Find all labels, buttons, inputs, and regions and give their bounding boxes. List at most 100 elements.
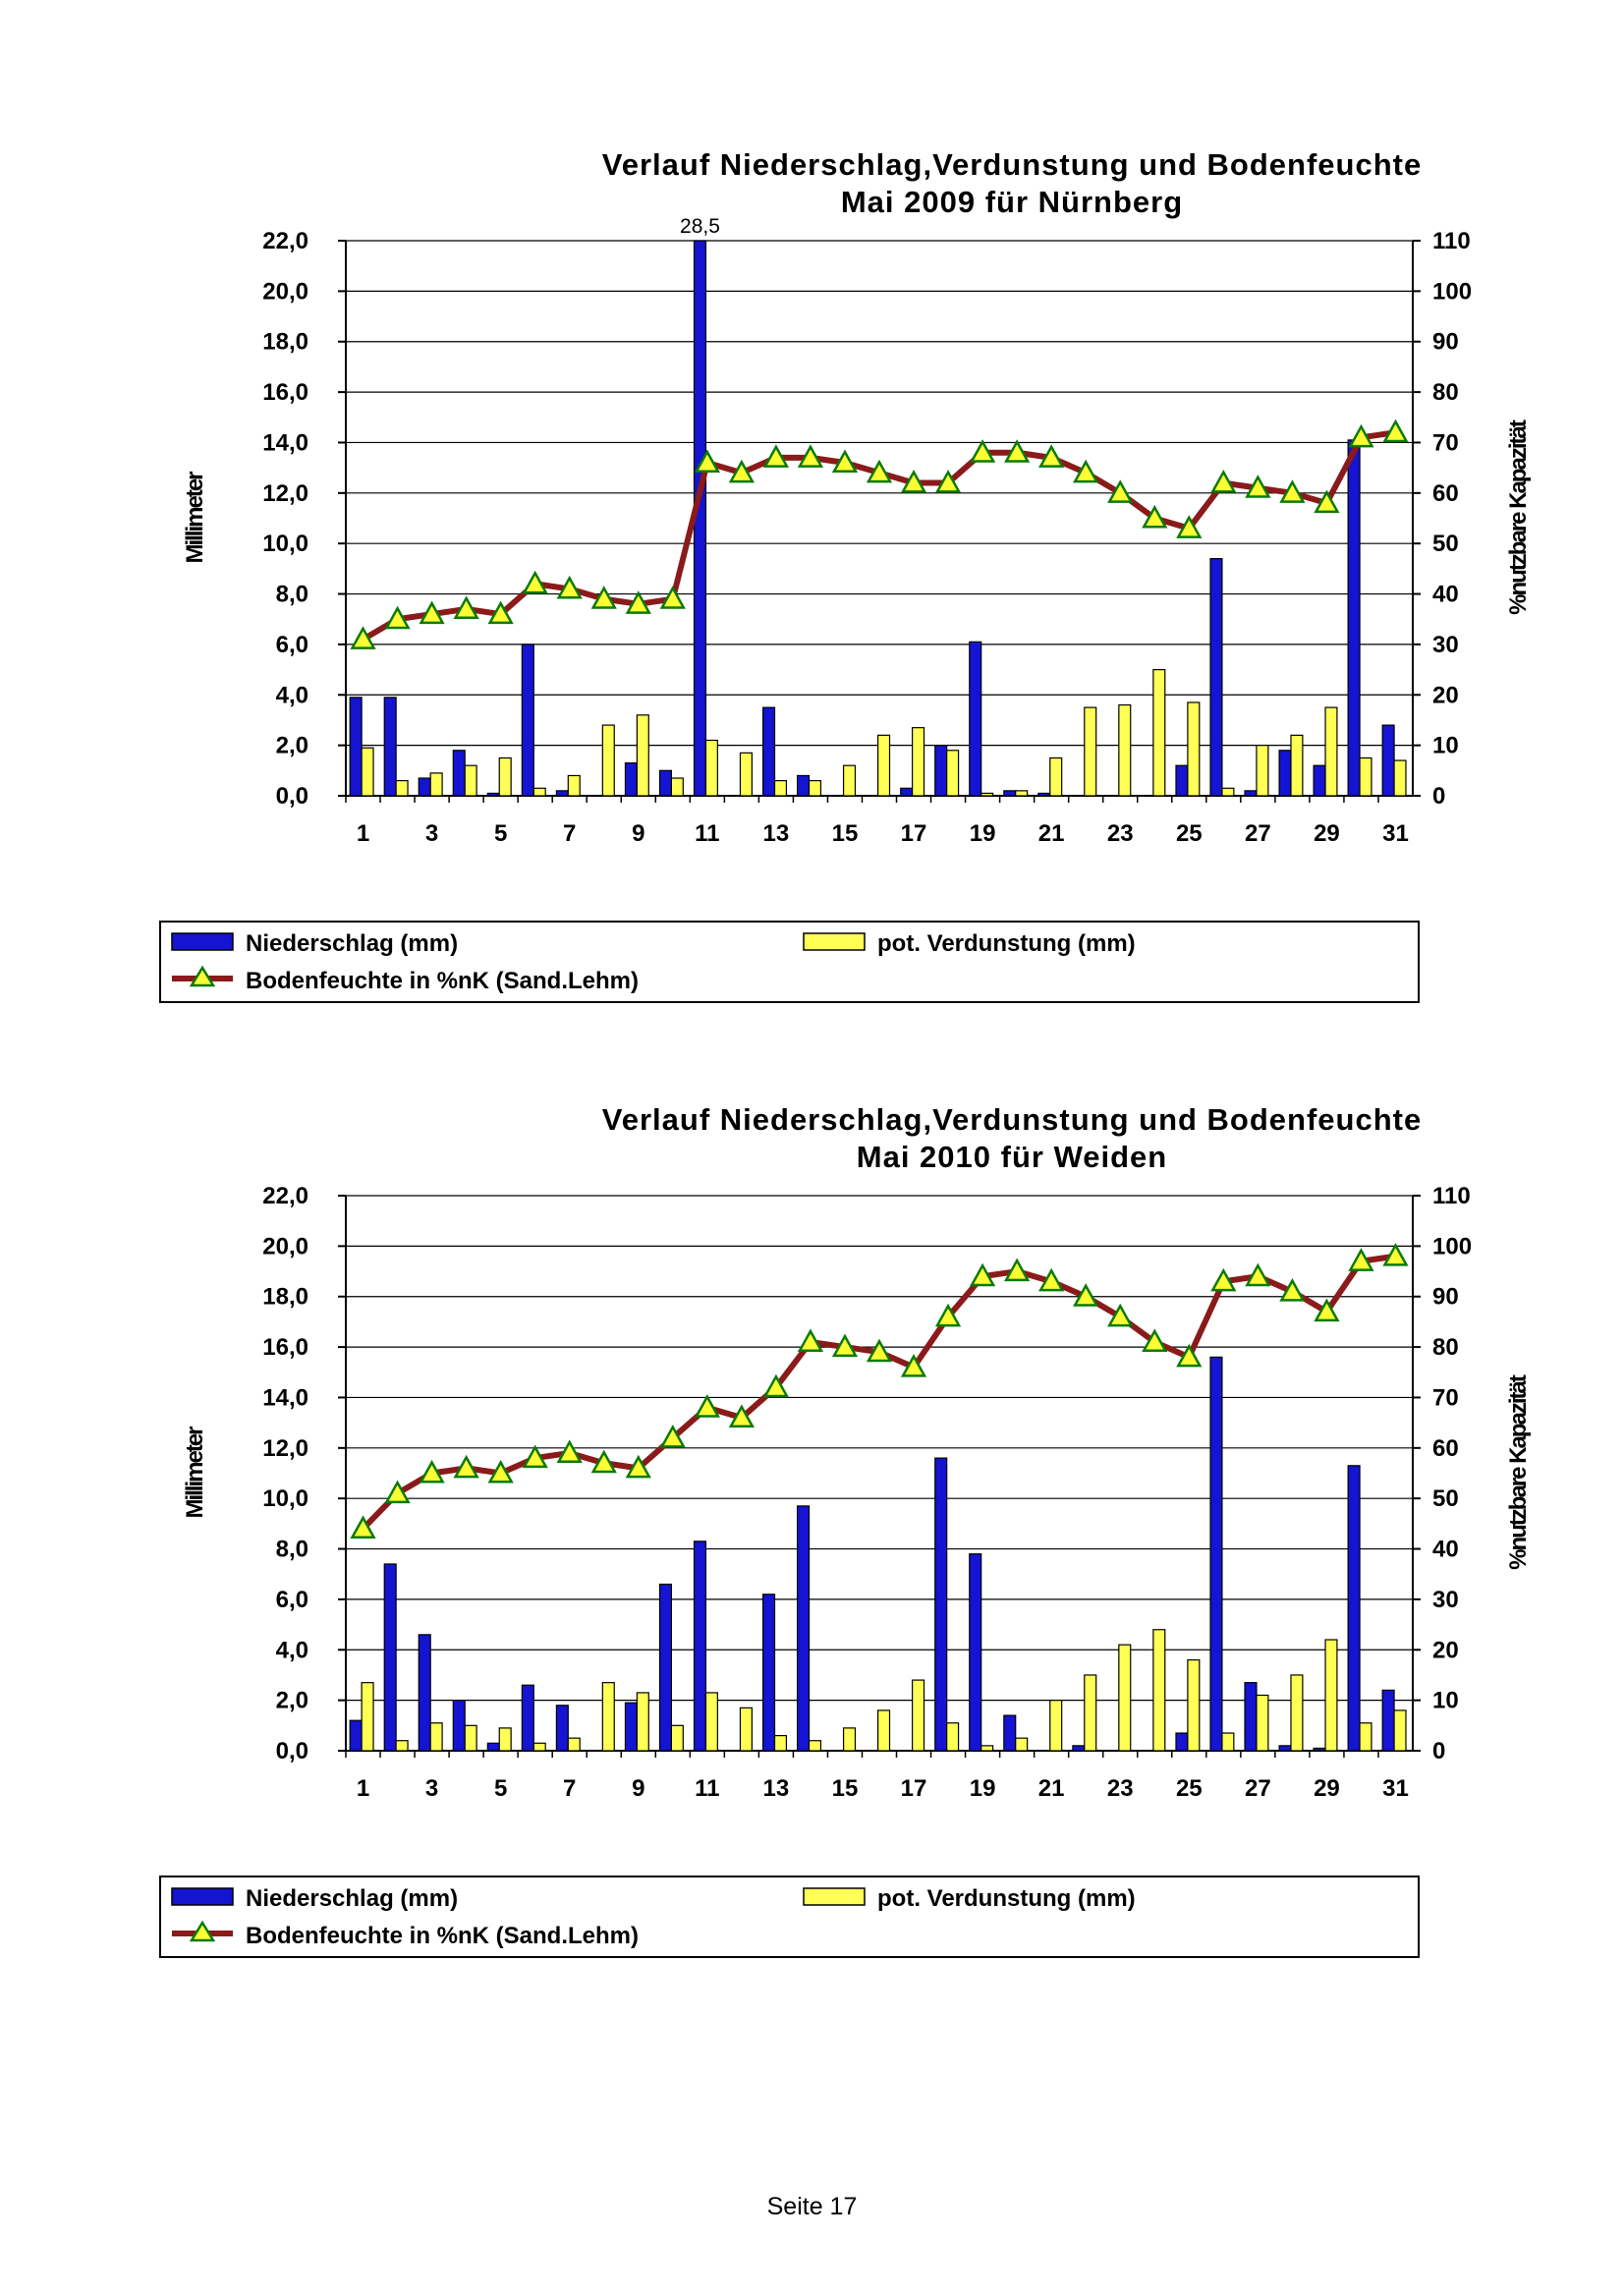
bar-precipitation xyxy=(486,1742,500,1752)
y2-tick-label: 30 xyxy=(1432,632,1459,658)
marker-soil-moisture xyxy=(522,570,548,594)
marker-soil-moisture xyxy=(1245,1262,1271,1287)
y2-tick-label: 40 xyxy=(1432,582,1459,608)
y2-tick-label: 100 xyxy=(1432,278,1472,305)
y-tick-label: 4,0 xyxy=(276,1637,308,1663)
bar-evaporation xyxy=(1359,756,1372,797)
bar-precipitation xyxy=(1244,1682,1258,1752)
bar-precipitation xyxy=(1072,1745,1086,1752)
bar-precipitation xyxy=(1003,1714,1017,1752)
bar-evaporation xyxy=(739,1707,753,1752)
bar-evaporation xyxy=(498,1727,512,1752)
marker-soil-moisture xyxy=(1210,469,1237,493)
bar-evaporation xyxy=(1118,703,1132,797)
bar-evaporation xyxy=(1152,668,1166,797)
bar-precipitation xyxy=(349,1719,363,1752)
chart-weiden-svg: Verlauf Niederschlag,Verdunstung und Bod… xyxy=(159,1102,1532,1958)
y-tick-labels: 0,0 2,0 4,0 6,0 8,0 10,0 12,0 14,0 16,0 18,0 20,0 2… xyxy=(262,228,346,810)
marker-soil-moisture xyxy=(728,459,755,483)
marker-soil-moisture xyxy=(453,595,479,620)
legend-label-moisture: Bodenfeuchte in %nK (Sand.Lehm) xyxy=(246,968,639,994)
x-tick-label: 13 xyxy=(763,820,790,847)
marker-soil-moisture xyxy=(419,600,445,625)
x-tick-label: 21 xyxy=(1038,820,1065,847)
y2-axis-label: %nutzbare Kapazität xyxy=(1505,1374,1532,1570)
bar-precipitation xyxy=(1278,1745,1292,1752)
bar-precipitation xyxy=(797,774,811,797)
bar-precipitation xyxy=(934,1457,948,1752)
bar-evaporation xyxy=(1393,759,1407,797)
bars-precipitation xyxy=(349,1356,1395,1752)
y2-tick-label: 110 xyxy=(1432,228,1471,254)
bar-evaporation xyxy=(773,779,788,797)
bar-evaporation xyxy=(773,1734,788,1752)
y2-tick-label: 50 xyxy=(1432,531,1459,557)
y-tick-label: 14,0 xyxy=(262,429,308,456)
marker-soil-moisture xyxy=(590,586,617,609)
bar-evaporation xyxy=(876,1709,891,1752)
bar-evaporation xyxy=(912,1679,925,1752)
bar-evaporation xyxy=(429,772,443,797)
bar-precipitation xyxy=(900,787,914,797)
bar-precipitation xyxy=(658,769,673,797)
y2-tick-label: 30 xyxy=(1432,1587,1459,1613)
legend-label-precipitation: Niederschlag (mm) xyxy=(246,930,458,957)
x-tick-label: 31 xyxy=(1382,820,1409,847)
x-tick-label: 21 xyxy=(1038,1775,1065,1802)
bar-precipitation xyxy=(761,1594,776,1752)
marker-soil-moisture xyxy=(1107,479,1134,503)
bar-evaporation xyxy=(361,747,374,797)
x-tick-label: 5 xyxy=(494,1775,507,1802)
bar-precipitation xyxy=(555,790,569,797)
x-tick-label: 1 xyxy=(357,1775,369,1802)
bar-evaporation xyxy=(464,764,477,797)
y2-tick-label: 0 xyxy=(1432,1738,1445,1764)
x-tick-label: 25 xyxy=(1176,820,1203,847)
marker-soil-moisture xyxy=(1038,444,1065,468)
bar-evaporation xyxy=(601,724,615,797)
marker-soil-moisture xyxy=(1348,423,1374,448)
marker-soil-moisture xyxy=(625,590,651,614)
x-tick-label: 25 xyxy=(1176,1775,1203,1802)
x-tick-label: 11 xyxy=(695,820,719,847)
bar-evaporation xyxy=(429,1722,443,1752)
bar-evaporation xyxy=(361,1682,374,1752)
y-tick-label: 14,0 xyxy=(262,1384,308,1411)
bars-precipitation xyxy=(349,240,1395,797)
legend-swatch-evaporation xyxy=(803,1887,866,1906)
legend-swatch-evaporation xyxy=(803,932,866,951)
bar-precipitation xyxy=(969,641,982,797)
chart-title-line1: Verlauf Niederschlag,Verdunstung und Bod… xyxy=(602,1102,1422,1137)
x-tick-label: 15 xyxy=(832,1775,859,1802)
y-tick-label: 16,0 xyxy=(262,1334,308,1361)
bar-precipitation xyxy=(1347,439,1361,797)
legend-label-evaporation: pot. Verdunstung (mm) xyxy=(877,1885,1136,1912)
y2-tick-label: 90 xyxy=(1432,1284,1459,1311)
x-tick-label: 11 xyxy=(695,1775,719,1802)
gridlines xyxy=(346,240,1413,797)
bar-precipitation xyxy=(418,1634,431,1752)
bar-evaporation xyxy=(1084,1674,1097,1752)
bar-precipitation xyxy=(934,745,948,797)
marker-soil-moisture xyxy=(556,1439,583,1464)
y2-tick-label: 50 xyxy=(1432,1485,1459,1512)
markers-soil-moisture xyxy=(350,419,1409,649)
x-tick-label: 7 xyxy=(563,820,576,847)
y-tick-label: 0,0 xyxy=(276,1738,308,1764)
bar-evaporation xyxy=(1187,1658,1201,1752)
bar-precipitation xyxy=(383,1563,397,1752)
bar-precipitation xyxy=(1381,1689,1395,1752)
bar-precipitation xyxy=(1175,764,1189,797)
bar-precipitation xyxy=(658,1583,673,1752)
legend-swatch-precipitation xyxy=(171,1887,234,1906)
bar-evaporation xyxy=(1221,787,1235,797)
y2-tick-label: 40 xyxy=(1432,1537,1459,1563)
bar-evaporation xyxy=(601,1682,615,1752)
marker-soil-moisture xyxy=(1004,1258,1031,1282)
legend-box xyxy=(159,1876,1420,1958)
bar-evaporation xyxy=(1152,1629,1166,1752)
marker-soil-moisture xyxy=(1314,489,1340,514)
x-tick-label: 29 xyxy=(1314,1775,1340,1802)
y2-axis-label: %nutzbare Kapazität xyxy=(1505,420,1532,615)
x-tick-label: 23 xyxy=(1107,820,1134,847)
